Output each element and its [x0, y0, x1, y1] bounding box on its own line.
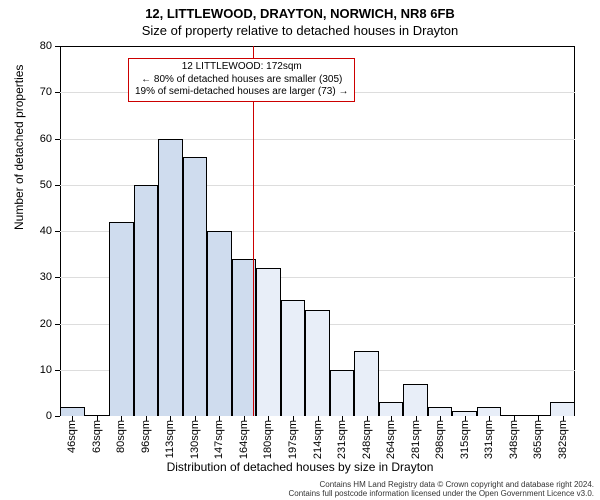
xtick-label: 96sqm: [140, 416, 152, 453]
xtick-label: 147sqm: [213, 416, 225, 459]
plot-area: 0102030405060708046sqm63sqm80sqm96sqm113…: [60, 46, 575, 416]
footer-attribution: Contains HM Land Registry data © Crown c…: [288, 480, 594, 498]
xtick-label: 63sqm: [91, 416, 103, 453]
histogram-bar: [207, 231, 232, 416]
chart-container: 12, LITTLEWOOD, DRAYTON, NORWICH, NR8 6F…: [0, 0, 600, 500]
chart-subtitle: Size of property relative to detached ho…: [0, 21, 600, 38]
histogram-bar: [428, 407, 453, 416]
footer-line2: Contains full postcode information licen…: [288, 489, 594, 498]
xtick-label: 365sqm: [532, 416, 544, 459]
ytick-label: 0: [46, 410, 60, 422]
histogram-bar: [403, 384, 428, 416]
footer-line1: Contains HM Land Registry data © Crown c…: [288, 480, 594, 489]
top-axis-line: [60, 46, 575, 47]
info-line3: 19% of semi-detached houses are larger (…: [135, 86, 348, 99]
ytick-label: 40: [40, 225, 60, 237]
xtick-label: 197sqm: [287, 416, 299, 459]
page-title: 12, LITTLEWOOD, DRAYTON, NORWICH, NR8 6F…: [0, 0, 600, 21]
histogram-bar: [305, 310, 330, 416]
xtick-label: 214sqm: [312, 416, 324, 459]
histogram-bar: [379, 402, 404, 416]
histogram-bar: [354, 351, 379, 416]
xtick-label: 180sqm: [262, 416, 274, 459]
histogram-bar: [134, 185, 159, 416]
histogram-bar: [60, 407, 85, 416]
xtick-label: 130sqm: [189, 416, 201, 459]
xtick-label: 331sqm: [483, 416, 495, 459]
xtick-label: 281sqm: [410, 416, 422, 459]
info-line1: 12 LITTLEWOOD: 172sqm: [135, 61, 348, 74]
ytick-label: 80: [40, 40, 60, 52]
histogram-bar: [330, 370, 355, 416]
ytick-label: 30: [40, 271, 60, 283]
ytick-label: 70: [40, 86, 60, 98]
histogram-bar: [281, 300, 306, 416]
xtick-label: 382sqm: [557, 416, 569, 459]
xtick-label: 164sqm: [238, 416, 250, 459]
xtick-label: 348sqm: [508, 416, 520, 459]
ytick-label: 60: [40, 133, 60, 145]
gridline: [60, 139, 575, 140]
histogram-bar: [183, 157, 208, 416]
xtick-label: 298sqm: [434, 416, 446, 459]
ytick-label: 20: [40, 318, 60, 330]
y-axis-label: Number of detached properties: [12, 65, 26, 230]
histogram-bar: [158, 139, 183, 417]
xtick-label: 113sqm: [164, 416, 176, 458]
xtick-label: 231sqm: [336, 416, 348, 459]
xtick-label: 264sqm: [385, 416, 397, 459]
info-box: 12 LITTLEWOOD: 172sqm← 80% of detached h…: [128, 58, 355, 102]
marker-line: [253, 46, 254, 416]
xtick-label: 248sqm: [361, 416, 373, 459]
xtick-label: 46sqm: [66, 416, 78, 453]
histogram-bar: [256, 268, 281, 416]
xtick-label: 80sqm: [115, 416, 127, 453]
ytick-label: 10: [40, 364, 60, 376]
histogram-bar: [109, 222, 134, 416]
xtick-label: 315sqm: [459, 416, 471, 459]
info-line2: ← 80% of detached houses are smaller (30…: [135, 74, 348, 87]
histogram-bar: [550, 402, 575, 416]
x-axis-label: Distribution of detached houses by size …: [0, 460, 600, 474]
ytick-label: 50: [40, 179, 60, 191]
histogram-bar: [477, 407, 502, 416]
